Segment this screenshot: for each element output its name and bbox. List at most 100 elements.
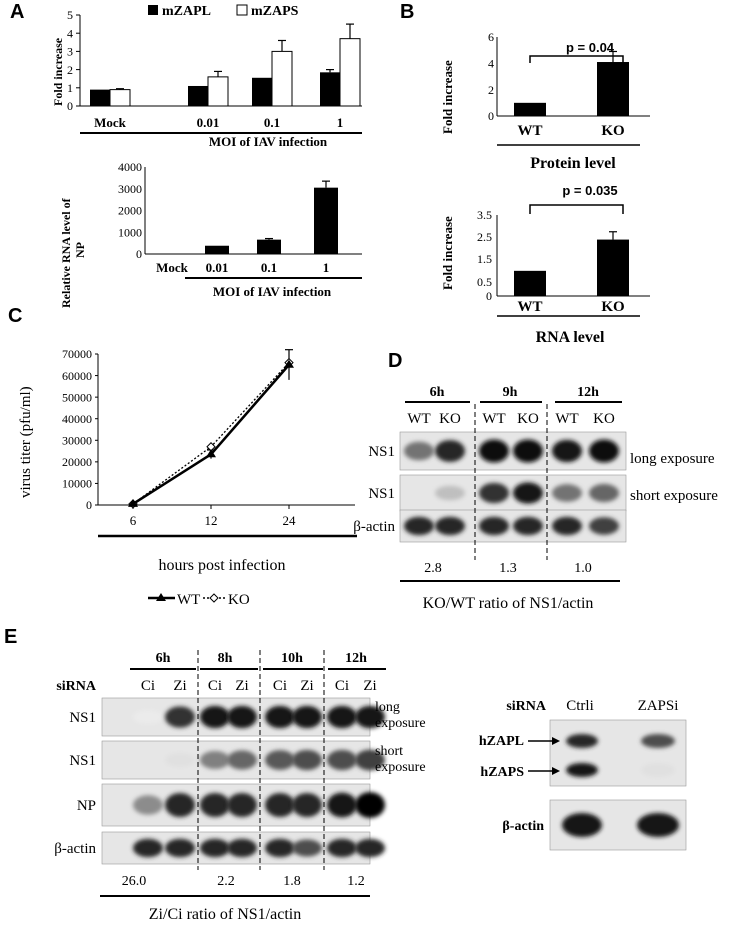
blot-band	[327, 705, 357, 729]
blot-band	[404, 516, 434, 536]
blot-band	[404, 441, 434, 461]
x-tick-label: Mock	[156, 260, 189, 275]
bar-mzaps	[109, 89, 131, 107]
blot-band	[265, 750, 295, 770]
blot-band	[355, 792, 385, 818]
blot-row-label: NS1	[368, 486, 395, 502]
ratio-value: 2.2	[217, 874, 235, 889]
ratio-value: 26.0	[122, 874, 147, 889]
y-tick-label: 4	[488, 57, 494, 71]
x-tick-label: 0.01	[197, 115, 220, 130]
blot-band	[133, 710, 163, 724]
exposure-note: exposure	[375, 716, 426, 731]
y-tick-label: 0	[486, 289, 492, 303]
timepoint-label: 6h	[156, 651, 171, 666]
y-tick-label: 2	[488, 83, 494, 97]
timepoint-label: 9h	[503, 385, 518, 400]
blot-row-label: β-actin	[54, 841, 96, 857]
sirna-label: siRNA	[506, 699, 547, 714]
blot-row-label: NP	[77, 798, 96, 814]
y-tick-label: 20000	[62, 455, 92, 469]
panel-label-c: C	[8, 305, 22, 327]
blot-band	[637, 813, 679, 837]
y-tick-label: 2000	[118, 204, 142, 218]
ratio-value: 1.8	[283, 874, 301, 889]
panel-a-top-chart: mZAPL mZAPS Fold increase 0 1 2 3 4 5 Mock 0.0…	[51, 4, 362, 149]
y-tick-label: 30000	[62, 433, 92, 447]
blot-band	[479, 482, 509, 504]
timepoint-label: 8h	[218, 651, 233, 666]
blot-band	[355, 705, 385, 729]
blot-band	[641, 763, 675, 777]
x-tick-label: KO	[601, 123, 624, 139]
blot-band	[327, 749, 357, 771]
blot-band	[479, 516, 509, 536]
blot-band	[265, 838, 295, 858]
ratio-value: 1.3	[499, 561, 517, 576]
bar-mzapl	[320, 72, 340, 106]
band-label-hzapl: hZAPL	[479, 734, 524, 749]
legend-label-wt: WT	[177, 592, 200, 608]
y-tick-label: 3000	[118, 182, 142, 196]
y-tick-label: 60000	[62, 369, 92, 383]
blot-band	[165, 792, 195, 818]
panel-a-bottom-chart: Relative RNA level of NP 0 1000 2000 3000 40…	[59, 160, 362, 308]
band-label-actin: β-actin	[502, 819, 544, 834]
bar-mzaps	[339, 38, 361, 107]
y-axis-label-line1: Relative RNA level of	[59, 197, 73, 308]
y-tick-label: 40000	[62, 412, 92, 426]
x-tick-label: 1	[337, 115, 344, 130]
exposure-note: exposure	[375, 760, 426, 775]
blot-row-label: NS1	[69, 753, 96, 769]
y-axis-label: Fold increase	[440, 60, 455, 134]
legend-swatch-mzaps	[236, 4, 248, 16]
panel-label-a: A	[10, 1, 24, 23]
lane-label: Zi	[363, 678, 376, 694]
blot-band	[641, 734, 675, 748]
panel-label-b: B	[400, 1, 414, 23]
data-point-wt	[128, 498, 138, 507]
y-tick-label: 4000	[118, 160, 142, 174]
blot-band	[589, 517, 619, 535]
blot-band	[562, 813, 602, 837]
panel-b-protein-chart: Fold increase 0 2 4 6 WT KO p = 0.04 Protein…	[440, 30, 650, 172]
data-point-wt	[206, 449, 216, 458]
x-tick-label: WT	[517, 123, 542, 139]
blot-band	[292, 839, 322, 857]
lane-label: Ci	[273, 678, 287, 694]
timepoint-label: 12h	[577, 385, 599, 400]
blot-band	[327, 792, 357, 818]
bar-protein	[514, 102, 546, 116]
blot-band	[200, 750, 230, 770]
x-axis-label: MOI of IAV infection	[209, 134, 328, 149]
lane-label: Zi	[173, 678, 186, 694]
lane-label: Ci	[335, 678, 349, 694]
lane-label: KO	[439, 411, 461, 427]
x-axis-label: MOI of IAV infection	[213, 284, 332, 299]
y-tick-label: 0	[488, 109, 494, 123]
blot-band	[200, 838, 230, 858]
blot-band	[566, 734, 598, 748]
x-tick-label: KO	[601, 299, 624, 315]
y-axis-label: Fold increase	[440, 216, 455, 290]
lane-label: KO	[517, 411, 539, 427]
lane-label: WT	[555, 411, 578, 427]
lane-label: WT	[482, 411, 505, 427]
blot-band	[133, 838, 163, 858]
blot-band	[165, 752, 195, 768]
blot-band	[435, 440, 465, 462]
lane-label: Ci	[208, 678, 222, 694]
blot-band	[292, 749, 322, 771]
bar-rna	[597, 239, 629, 296]
blot-band	[165, 706, 195, 728]
band-label-hzaps: hZAPS	[480, 765, 524, 780]
y-tick-label: 0	[67, 99, 73, 113]
exposure-note: short	[375, 744, 403, 759]
exposure-note: long	[375, 700, 400, 715]
bar-np-rna	[257, 239, 281, 254]
y-tick-label: 5	[67, 8, 73, 22]
lane-label: WT	[407, 411, 430, 427]
y-tick-label: 10000	[62, 477, 92, 491]
y-tick-label: 6	[488, 30, 494, 44]
